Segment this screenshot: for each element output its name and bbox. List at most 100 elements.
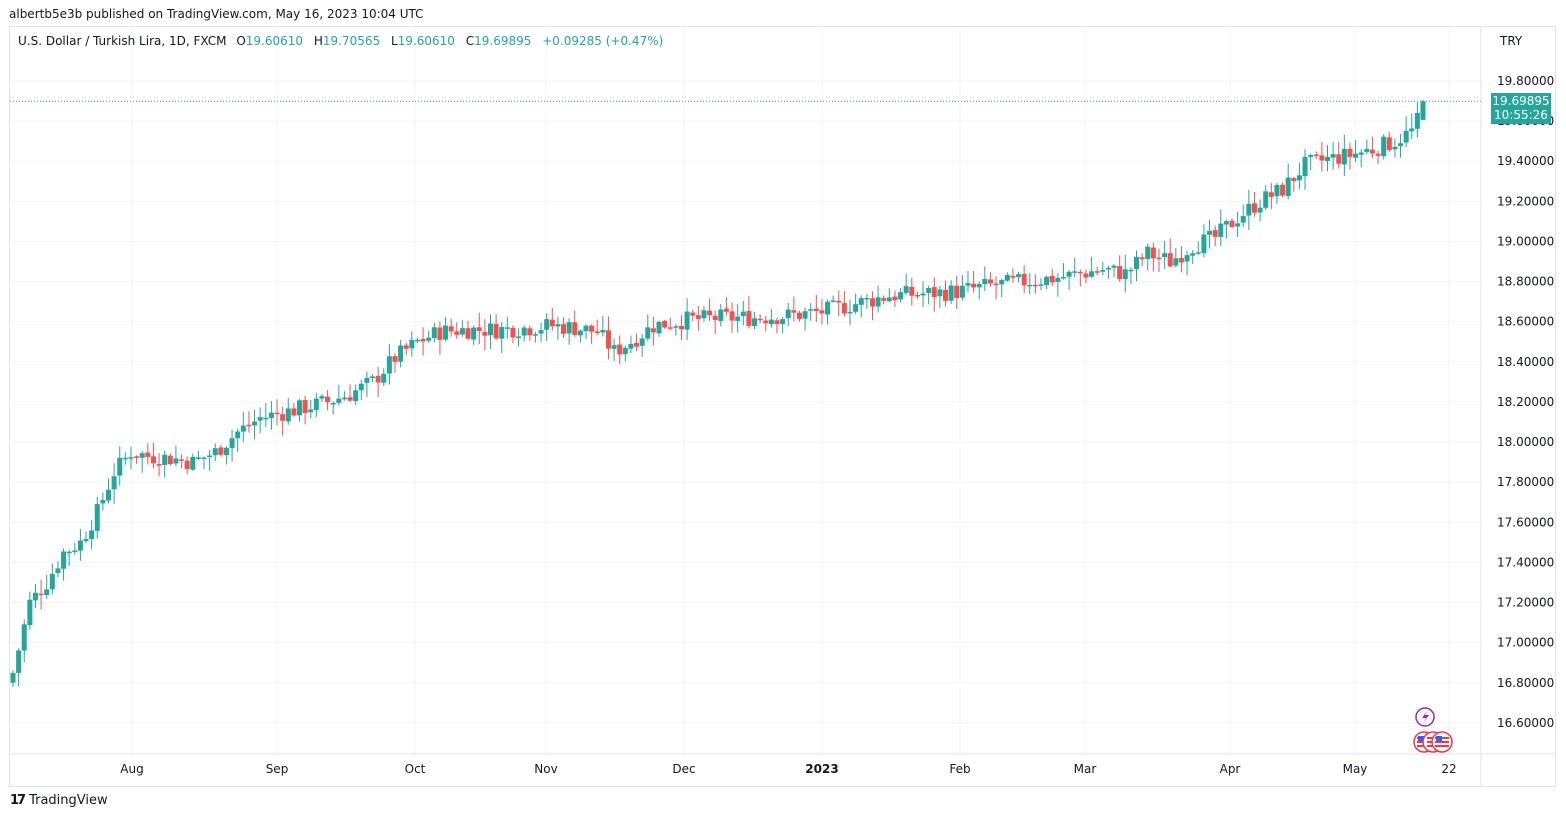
candle-up [516, 336, 522, 339]
candle-down [1156, 257, 1162, 260]
candle-up [330, 403, 336, 405]
candle-up [1302, 156, 1308, 177]
candle-up [1072, 271, 1078, 273]
candle-up [1111, 265, 1117, 268]
candle-up [100, 500, 106, 504]
candle-down [1212, 230, 1218, 237]
candle-down [454, 331, 460, 335]
candle-up [673, 326, 679, 328]
candle-up [1044, 276, 1050, 286]
close-label: C [465, 34, 475, 48]
candle-up [920, 293, 926, 296]
candle-up [1128, 269, 1134, 272]
candle-up [16, 650, 22, 673]
candle-down [662, 320, 668, 328]
candle-up [982, 278, 988, 285]
candle-up [353, 390, 359, 402]
candle-down [38, 593, 44, 596]
candle-down [836, 300, 842, 303]
candle-up [499, 327, 505, 339]
candle-up [718, 309, 724, 322]
price-tick-label: 19.20000 [1497, 194, 1554, 208]
candle-up [94, 504, 100, 531]
candle-up [1398, 143, 1404, 146]
candle-down [695, 315, 701, 319]
candle-up [1218, 223, 1224, 237]
candle-up [858, 298, 864, 305]
candle-up [229, 438, 235, 448]
candle-up [195, 457, 201, 459]
candle-down [723, 308, 729, 312]
price-tick-label: 17.60000 [1497, 515, 1554, 529]
candle-up [639, 338, 645, 346]
candle-up [768, 319, 774, 325]
candle-down [819, 310, 825, 314]
price-tick-label: 17.20000 [1497, 596, 1554, 610]
candle-down [796, 312, 802, 319]
price-tick-label: 18.80000 [1497, 275, 1554, 289]
candle-down [729, 311, 735, 321]
candle-down [707, 310, 713, 316]
candle-up [1274, 184, 1280, 197]
candle-up [1285, 177, 1291, 197]
price-tick-label: 18.20000 [1497, 395, 1554, 409]
candle-up [740, 311, 746, 317]
low-label: L [390, 34, 398, 48]
candle-up [628, 343, 634, 349]
candle-up [1308, 155, 1314, 157]
candle-up [853, 304, 859, 312]
candle-down [1077, 271, 1083, 274]
us-flag-icon[interactable] [1431, 731, 1453, 753]
candle-down [791, 310, 797, 313]
candle-up [1162, 253, 1168, 258]
candle-up [1392, 146, 1398, 150]
candle-down [167, 455, 173, 465]
price-tick-label: 16.60000 [1497, 716, 1554, 730]
publish-info: albertb5e3b published on TradingView.com… [9, 7, 424, 21]
time-tick-label: 22 [1441, 762, 1456, 776]
candle-up [252, 421, 258, 426]
candle-up [358, 383, 364, 391]
candle-up [656, 321, 662, 334]
candle-up [1381, 136, 1387, 157]
candle-up [1038, 284, 1044, 286]
candle-up [77, 540, 83, 551]
candle-up [61, 551, 67, 569]
candle-down [572, 322, 578, 335]
candle-up [903, 286, 909, 293]
candle-up [1420, 101, 1426, 120]
candle-up [538, 330, 544, 334]
candle-down [892, 296, 898, 301]
candle-up [296, 400, 302, 416]
candle-up [162, 454, 168, 465]
lightning-icon[interactable] [1415, 707, 1435, 727]
candle-up [223, 447, 229, 456]
candle-down [881, 298, 887, 301]
candle-up [1341, 148, 1347, 165]
candle-up [1240, 216, 1246, 223]
chart-legend: U.S. Dollar / Turkish Lira, 1D, FXCM O19… [18, 34, 663, 48]
candle-down [763, 320, 769, 324]
candle-up [521, 327, 527, 336]
candle-up [257, 417, 263, 421]
tradingview-logo-icon: 17 [10, 793, 26, 808]
candle-up [1364, 148, 1370, 153]
candle-up [1195, 252, 1201, 254]
candle-up [583, 325, 589, 331]
candle-up [825, 301, 831, 315]
tradingview-branding[interactable]: 17 TradingView [10, 793, 108, 808]
candle-down [1386, 137, 1392, 151]
candle-up [1122, 269, 1128, 280]
candle-down [493, 323, 499, 339]
time-tick-label: Dec [672, 762, 695, 776]
candle-down [594, 331, 600, 334]
candle-up [1409, 128, 1415, 132]
candle-down [549, 319, 555, 327]
candle-up [1105, 267, 1111, 270]
candle-up [1089, 271, 1095, 277]
candle-down [134, 456, 140, 458]
candle-up [1246, 203, 1252, 216]
candle-down [813, 308, 819, 311]
candle-down [1229, 220, 1235, 227]
